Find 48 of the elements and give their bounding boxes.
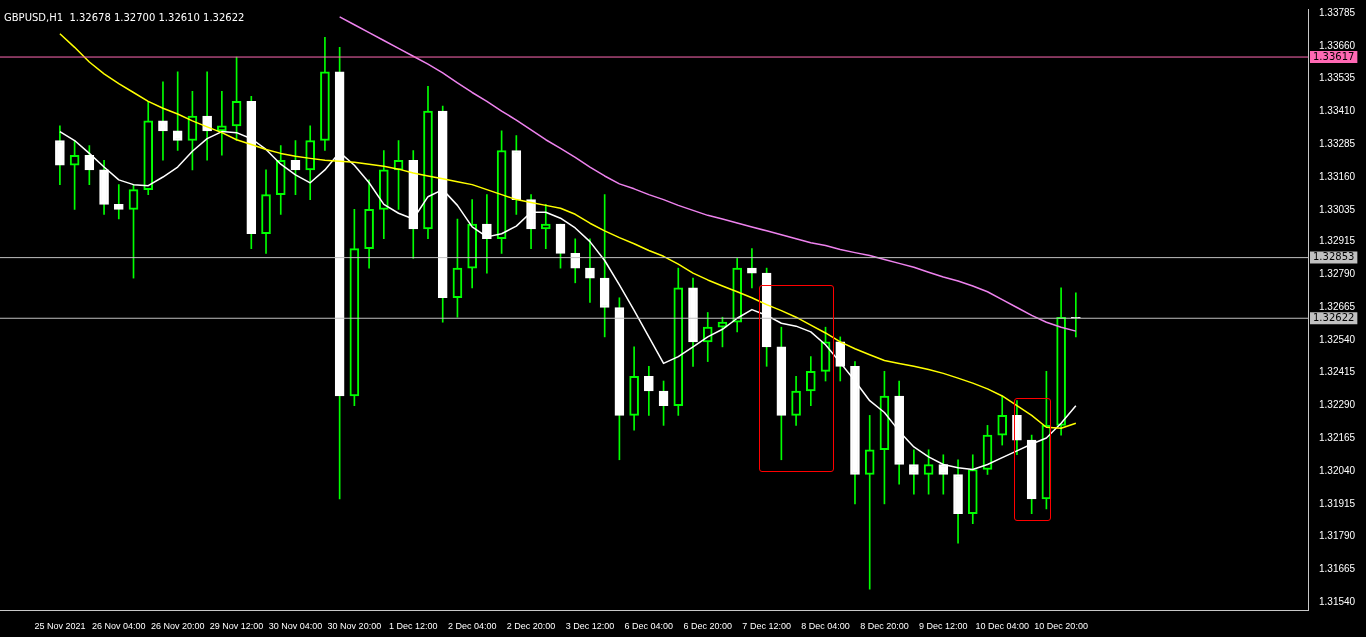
candlestick (158, 81, 168, 161)
candlestick (113, 184, 124, 220)
y-tick-label: 1.31915 (1319, 497, 1356, 509)
y-tick-label: 1.33785 (1319, 6, 1356, 18)
ref-line-label: 1.32853 (1313, 251, 1355, 263)
y-tick-label: 1.33410 (1319, 105, 1356, 117)
y-tick-label: 1.32665 (1319, 300, 1356, 312)
x-tick-label: 26 Nov 04:00 (92, 621, 146, 632)
y-tick-label: 1.31540 (1319, 596, 1356, 608)
y-tick-label: 1.33160 (1319, 170, 1356, 182)
x-tick-label: 6 Dec 04:00 (624, 621, 674, 632)
candlestick (172, 71, 183, 151)
y-tick-label: 1.32915 (1319, 235, 1356, 247)
x-tick-label: 29 Nov 12:00 (209, 621, 264, 632)
x-tick-label: 7 Dec 12:00 (742, 621, 791, 632)
y-tick-label: 1.31790 (1319, 530, 1356, 542)
x-tick-label: 6 Dec 20:00 (683, 621, 733, 632)
x-tick-label: 2 Dec 04:00 (447, 621, 497, 632)
x-tick-label: 8 Dec 04:00 (801, 621, 850, 632)
y-tick-label: 1.32290 (1319, 399, 1356, 411)
candlestick (864, 415, 875, 590)
ref-line-label: 1.33617 (1313, 50, 1355, 62)
y-tick-label: 1.32415 (1319, 366, 1356, 378)
candlestick (217, 91, 227, 156)
x-tick-label: 1 Dec 12:00 (388, 621, 438, 632)
y-tick-label: 1.33035 (1319, 203, 1356, 215)
x-tick-label: 10 Dec 20:00 (1034, 621, 1088, 632)
x-tick-label: 10 Dec 04:00 (975, 621, 1029, 632)
x-tick-label: 26 Nov 20:00 (150, 621, 205, 632)
y-tick-label: 1.32040 (1319, 464, 1356, 476)
y-tick-label: 1.33535 (1319, 72, 1356, 84)
y-tick-label: 1.33660 (1319, 39, 1356, 51)
candlestick (482, 194, 492, 274)
x-tick-label: 30 Nov 04:00 (268, 621, 323, 632)
ref-line-label: 1.32622 (1313, 311, 1355, 323)
candlestick (585, 238, 595, 303)
x-tick-label: 3 Dec 12:00 (565, 621, 615, 632)
x-tick-label: 9 Dec 12:00 (919, 621, 968, 632)
chart-title: GBPUSD,H1 1.32678 1.32700 1.32610 1.32622 (4, 11, 245, 23)
x-tick-label: 2 Dec 20:00 (506, 621, 556, 632)
y-tick-label: 1.31665 (1319, 563, 1356, 575)
y-tick-label: 1.33285 (1319, 137, 1356, 149)
y-tick-label: 1.32165 (1319, 431, 1356, 443)
x-tick-label: 25 Nov 2021 (34, 621, 86, 632)
x-tick-label: 8 Dec 20:00 (860, 621, 909, 632)
y-tick-label: 1.32790 (1319, 267, 1356, 279)
y-tick-label: 1.32540 (1319, 333, 1356, 345)
x-tick-label: 30 Nov 20:00 (327, 621, 382, 632)
